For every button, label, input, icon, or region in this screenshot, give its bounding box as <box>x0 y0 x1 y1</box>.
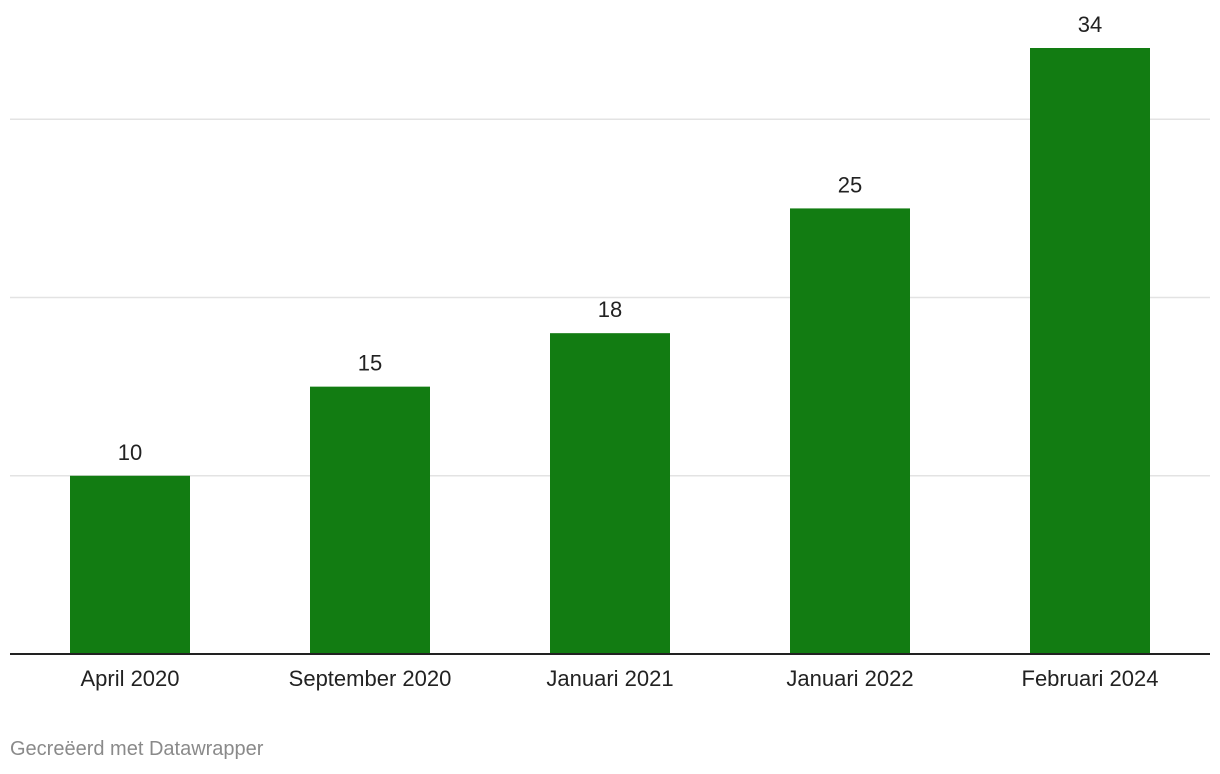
bars <box>70 48 1150 655</box>
credit-text: Gecreëerd met Datawrapper <box>10 738 264 760</box>
x-tick-label-3: Januari 2022 <box>786 666 913 691</box>
bar-3 <box>790 208 910 655</box>
value-labels: 10 15 18 25 34 <box>118 12 1102 465</box>
x-tick-label-4: Februari 2024 <box>1022 666 1159 691</box>
value-label-0: 10 <box>118 440 142 465</box>
value-label-4: 34 <box>1078 12 1102 37</box>
value-label-1: 15 <box>358 351 382 376</box>
bar-4 <box>1030 48 1150 654</box>
x-tick-label-2: Januari 2021 <box>546 666 673 691</box>
x-tick-labels: April 2020 September 2020 Januari 2021 Janu… <box>80 666 1158 691</box>
bar-0 <box>70 475 190 654</box>
value-label-3: 25 <box>838 172 862 197</box>
value-label-2: 18 <box>598 297 622 322</box>
x-tick-label-1: September 2020 <box>289 666 452 691</box>
x-tick-label-0: April 2020 <box>80 666 179 691</box>
bar-2 <box>550 333 670 654</box>
bar-1 <box>310 386 430 654</box>
